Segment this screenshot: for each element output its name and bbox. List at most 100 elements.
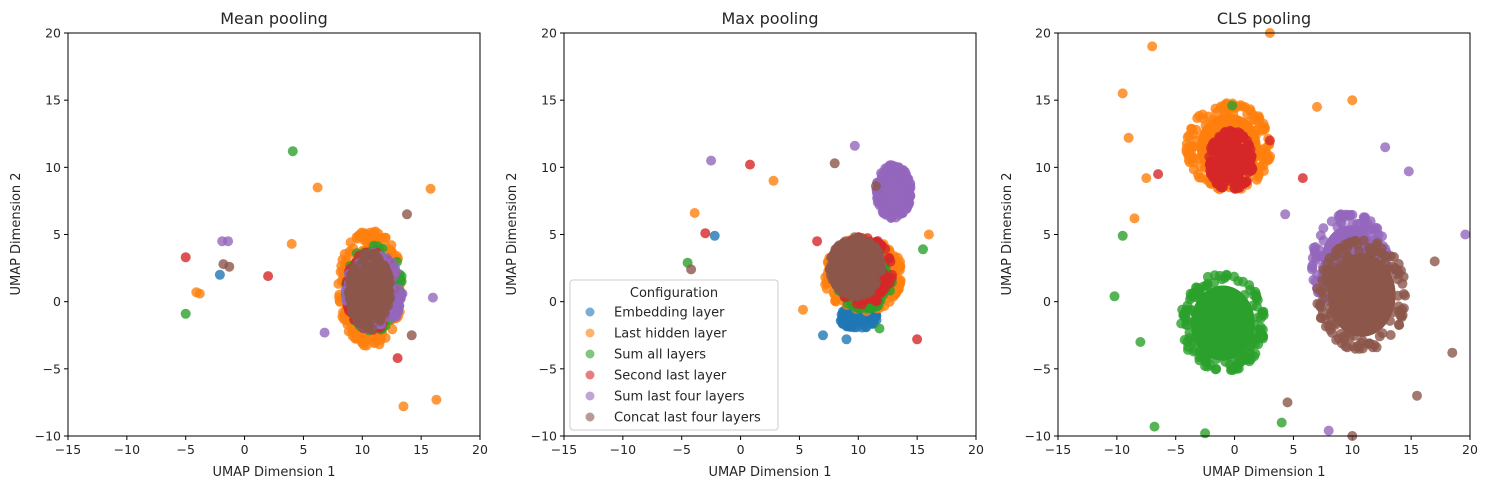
scatter-point (194, 288, 205, 299)
legend-box (569, 279, 779, 431)
series-sum-last-four-layers (217, 236, 438, 338)
scatter-point (1250, 286, 1261, 297)
x-tick-label: 5 (795, 442, 803, 457)
y-tick-label: −10 (531, 429, 557, 444)
scatter-point (1184, 327, 1195, 338)
scatter-point (1395, 310, 1406, 321)
scatter-point (847, 287, 858, 298)
x-axis-label: UMAP Dimension 1 (708, 465, 831, 480)
series-last-hidden-layer (1117, 28, 1358, 224)
scatter-point (1325, 302, 1336, 313)
scatter-point (1109, 291, 1120, 302)
scatter-point (820, 279, 831, 290)
scatter-point (1372, 223, 1383, 234)
scatter-point (1318, 235, 1329, 246)
y-tick-label: 20 (541, 26, 557, 41)
scatter-point (339, 249, 350, 259)
scatter-point (706, 155, 717, 166)
scatter-point (1403, 166, 1414, 177)
scatter-point-cluster (1190, 285, 1255, 361)
scatter-point (1193, 153, 1204, 164)
scatter-point (1149, 421, 1160, 432)
scatter-point (912, 334, 923, 345)
scatter-point (874, 323, 885, 334)
scatter-point (1297, 173, 1308, 184)
y-tick-label: 5 (1043, 227, 1051, 242)
plot-frame (67, 32, 481, 437)
scatter-point (1342, 342, 1353, 353)
scatter-point (841, 334, 852, 345)
scatter-point (1385, 315, 1395, 326)
legend-label: Sum last four layers (614, 390, 745, 405)
legend-items: Embedding layer Last hidden layer Sum all … (585, 306, 761, 426)
scatter-point (398, 401, 409, 412)
scatter-point (1460, 229, 1471, 240)
scatter-point (392, 353, 403, 364)
x-tick-label: 15 (413, 442, 429, 457)
scatter-point (380, 232, 391, 243)
scatter-point (1236, 353, 1247, 364)
scatter-point (831, 271, 842, 282)
scatter-point-cluster (1327, 253, 1396, 337)
panel-title: CLS pooling (1217, 9, 1311, 28)
x-tick-label: 5 (1289, 442, 1297, 457)
x-tick-label: 20 (472, 442, 488, 457)
scatter-point (838, 287, 849, 298)
scatter-point (402, 209, 412, 220)
legend-label: Embedding layer (614, 306, 725, 321)
scatter-point (361, 321, 372, 332)
scatter-point (1188, 164, 1199, 175)
scatter-point (385, 245, 396, 255)
scatter-point (1393, 274, 1403, 285)
scatter-point (380, 332, 391, 343)
scatter-point (1447, 347, 1458, 358)
scatter-point (224, 261, 235, 272)
scatter-point (1252, 116, 1263, 127)
scatter-point (1244, 280, 1255, 291)
scatter-point (390, 262, 400, 273)
scatter-point (370, 337, 381, 348)
scatter-points (1109, 28, 1471, 441)
scatter-point (1347, 219, 1358, 230)
scatter-point (1179, 334, 1190, 345)
scatter-point (1187, 336, 1198, 347)
scatter-point (1211, 107, 1222, 118)
x-tick-label: −15 (1045, 442, 1071, 457)
scatter-point (893, 284, 904, 295)
scatter-point (1214, 131, 1225, 142)
scatter-point (1243, 140, 1254, 151)
y-tick-label: −10 (35, 429, 61, 444)
scatter-point (286, 238, 297, 249)
scatter-point (1211, 354, 1222, 365)
scatter-point (1243, 167, 1254, 178)
scatter-point (1400, 290, 1411, 301)
scatter-point (1202, 278, 1213, 289)
y-tick-label: −5 (43, 361, 61, 376)
scatter-point (361, 340, 372, 351)
scatter-point (1380, 257, 1391, 268)
scatter-point (379, 297, 390, 307)
scatter-point (923, 229, 934, 240)
scatter-point (1232, 133, 1243, 144)
panel-mean-pooling: Mean pooling UMAP Dimension 1 UMAP Dimen… (9, 9, 488, 480)
y-tick-label: 0 (549, 294, 557, 309)
scatter-points (682, 140, 934, 345)
scatter-point (812, 236, 823, 247)
series-second-last-layer (1153, 125, 1308, 194)
x-tick-label: −5 (672, 442, 690, 457)
scatter-point (1246, 150, 1256, 161)
legend-label: Sum all layers (614, 348, 706, 363)
scatter-point (425, 183, 436, 194)
scatter-point (1315, 286, 1326, 297)
series-sum-all-layers (1109, 100, 1287, 439)
scatter-point (345, 277, 356, 288)
scatter-point (901, 203, 911, 213)
scatter-point (1307, 253, 1318, 263)
scatter-point (1347, 95, 1358, 106)
panel-max-pooling: Max pooling UMAP Dimension 1 UMAP Dimens… (505, 9, 984, 480)
scatter-point (828, 255, 839, 266)
scatter-point (1276, 417, 1287, 428)
scatter-point (1117, 230, 1128, 241)
y-tick-label: 10 (1035, 160, 1051, 175)
scatter-point (1260, 143, 1271, 154)
